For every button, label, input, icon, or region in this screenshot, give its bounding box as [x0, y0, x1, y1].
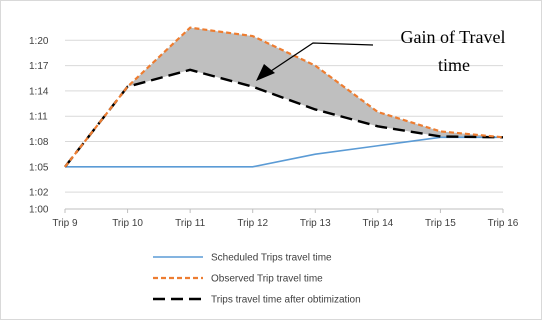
x-tick-label: Trip 15 [425, 218, 456, 229]
y-tick-label: 1:05 [29, 162, 49, 173]
x-tick-label: Trip 12 [237, 218, 268, 229]
legend-label-0: Scheduled Trips travel time [211, 253, 332, 264]
x-tick-label: Trip 11 [175, 218, 205, 229]
legend-label-1: Observed Trip travel time [211, 274, 323, 285]
legend-label-2: Trips travel time after obtimization [211, 295, 361, 306]
series-line-1 [64, 26, 504, 168]
y-tick-label: 1:17 [29, 61, 49, 72]
series-line-2 [64, 68, 504, 168]
x-tick-label: Trip 10 [112, 218, 143, 229]
y-tick-label: 1:02 [29, 188, 49, 199]
axis-layer: 1:00 1:02 1:05 1:08 1:11 1:14 1:17 1:20 Trip 9 Tr… [29, 36, 519, 229]
x-tick-label: Trip 14 [362, 218, 393, 229]
annotation-arrow-head [256, 64, 275, 81]
x-tick-label: Trip 9 [52, 218, 78, 229]
series-line-0 [65, 136, 503, 168]
legend: Scheduled Trips travel time Observed Trip… [153, 253, 361, 306]
y-tick-label: 1:08 [29, 137, 49, 148]
annotation-arrow-line [270, 42, 374, 72]
y-tick-label: 1:14 [29, 86, 49, 97]
y-tick-label: 1:00 [29, 205, 49, 216]
x-tick-label: Trip 13 [300, 218, 331, 229]
annotation-layer: Gain of Travel time [256, 27, 506, 81]
y-tick-label: 1:11 [29, 112, 48, 123]
gain-area [65, 27, 503, 167]
annotation-text: Gain of Travel [401, 27, 506, 47]
gain-area-layer [65, 27, 503, 167]
annotation-text-line2: time [438, 55, 470, 75]
x-tick-label: Trip 16 [488, 218, 519, 229]
series-layer [64, 26, 504, 168]
y-tick-label: 1:20 [29, 36, 49, 47]
